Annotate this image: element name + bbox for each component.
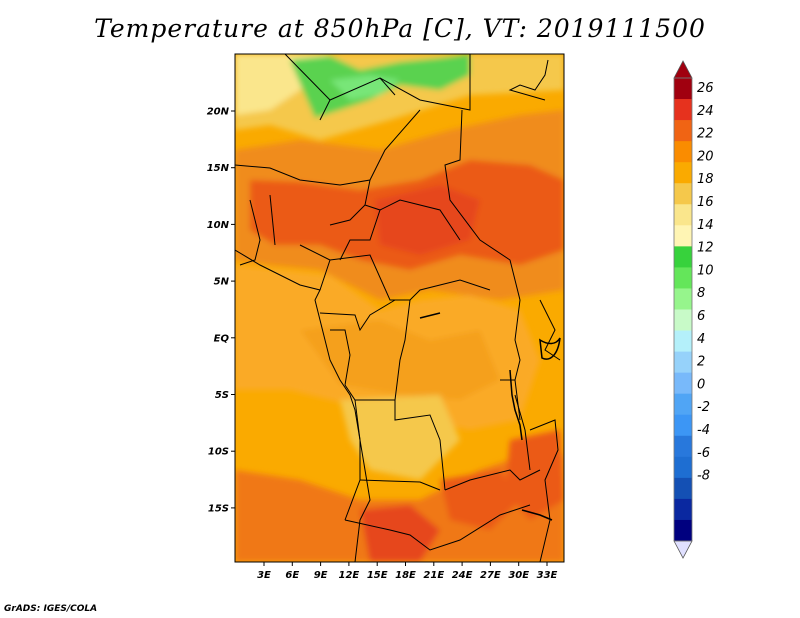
colorbar-label: 14 xyxy=(697,218,714,233)
colorbar-label: 12 xyxy=(697,241,714,256)
colorbar-segment xyxy=(674,351,692,374)
colorbar-label: 10 xyxy=(697,263,714,278)
colorbar-segment xyxy=(674,288,692,310)
colorbar-segment xyxy=(674,204,692,226)
colorbar-label: 20 xyxy=(697,149,714,164)
lon-label: 21E xyxy=(423,570,444,581)
colorbar-segment xyxy=(674,498,692,521)
latitude-axis: 20N 15N 10N 5N EQ 5S 10S 15S xyxy=(207,107,235,514)
colorbar-segment xyxy=(674,456,692,479)
lat-label: 15S xyxy=(208,503,229,514)
colorbar-min-arrow xyxy=(673,540,693,559)
lat-label: 10S xyxy=(208,447,229,458)
lat-label: 15N xyxy=(207,163,230,174)
lon-label: 30E xyxy=(508,570,529,581)
map-frame xyxy=(234,53,565,563)
colorbar-segment xyxy=(674,435,692,458)
colorbar-label: 0 xyxy=(697,377,705,392)
colorbar-label: -4 xyxy=(697,423,710,438)
colorbar-segment xyxy=(674,309,692,331)
colorbar-label: 26 xyxy=(697,81,714,96)
lon-label: 27E xyxy=(480,570,501,581)
colorbar-label: 8 xyxy=(697,286,705,301)
colorbar-label: 16 xyxy=(697,195,714,210)
country-borders xyxy=(235,54,561,562)
lat-label: EQ xyxy=(214,333,230,344)
lon-label: 15E xyxy=(367,570,388,581)
colorbar-segment xyxy=(674,78,692,100)
lat-label: 5S xyxy=(215,390,229,401)
colorbar-segment xyxy=(674,372,692,395)
lat-label: 20N xyxy=(207,107,230,118)
chart-title: Temperature at 850hPa [C], VT: 201911150… xyxy=(94,14,706,43)
colorbar-max-arrow xyxy=(673,60,693,79)
colorbar-segment xyxy=(674,477,692,500)
colorbar-segment xyxy=(674,414,692,437)
lon-label: 18E xyxy=(395,570,416,581)
colorbar-segment xyxy=(674,120,692,142)
colorbar-label: 2 xyxy=(697,355,705,370)
colorbar-segment xyxy=(674,246,692,268)
lon-label: 33E xyxy=(537,570,558,581)
colorbar-segment xyxy=(674,183,692,205)
colorbar-label: -8 xyxy=(697,469,710,484)
colorbar-segment xyxy=(674,225,692,247)
colorbar-segment xyxy=(674,99,692,121)
temperature-field xyxy=(235,54,564,562)
colorbar-segment xyxy=(674,393,692,416)
colorbar-label: 6 xyxy=(697,309,705,324)
colorbar-label: 22 xyxy=(697,127,714,142)
colorbar-segment xyxy=(674,330,692,352)
lat-label: 10N xyxy=(207,220,230,231)
longitude-axis: 3E 6E 9E 12E 15E 18E 21E 24E 27E 30E 33E xyxy=(257,562,558,581)
colorbar-label: 4 xyxy=(697,332,705,347)
lon-label: 9E xyxy=(314,570,328,581)
lakes xyxy=(419,312,561,521)
lon-label: 3E xyxy=(257,570,271,581)
lon-label: 24E xyxy=(452,570,473,581)
lon-label: 6E xyxy=(285,570,299,581)
colorbar-segment xyxy=(674,519,692,542)
colorbar-frame xyxy=(673,77,693,542)
colorbar-label: -2 xyxy=(697,400,710,415)
colorbar-label: 24 xyxy=(697,104,714,119)
colorbar-label: 18 xyxy=(697,172,714,187)
colorbar-segment xyxy=(674,141,692,163)
credit-text: GrADS: IGES/COLA xyxy=(4,604,98,614)
colorbar-label: -6 xyxy=(697,446,710,461)
lon-label: 12E xyxy=(339,570,360,581)
lat-label: 5N xyxy=(214,277,230,288)
colorbar-segment xyxy=(674,162,692,184)
colorbar-segment xyxy=(674,267,692,289)
